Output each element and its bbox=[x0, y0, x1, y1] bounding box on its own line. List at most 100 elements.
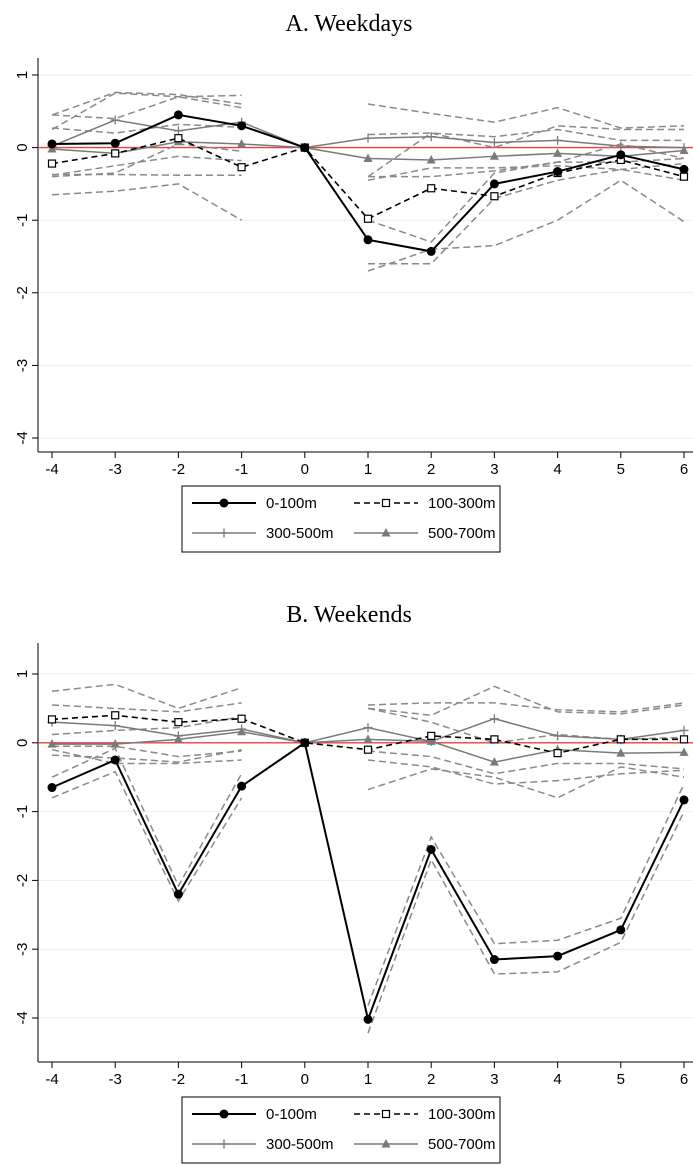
data-point bbox=[363, 153, 373, 162]
confidence-band-line bbox=[51, 702, 242, 713]
data-point bbox=[363, 1014, 373, 1024]
data-point bbox=[110, 755, 120, 765]
x-tick-label: -4 bbox=[45, 461, 58, 478]
legend-label: 0-100m bbox=[266, 1106, 317, 1123]
confidence-band-line bbox=[51, 748, 242, 765]
data-point bbox=[426, 132, 436, 142]
data-point bbox=[173, 731, 183, 741]
y-tick-label: -4 bbox=[14, 431, 31, 444]
x-tick-label: 3 bbox=[490, 1071, 498, 1088]
legend-swatch-marker bbox=[219, 528, 229, 538]
x-tick-label: 4 bbox=[553, 1071, 561, 1088]
data-point bbox=[111, 711, 120, 720]
data-point bbox=[237, 138, 247, 148]
confidence-band-line bbox=[51, 143, 242, 178]
legend-swatch-marker bbox=[381, 528, 391, 537]
data-point bbox=[363, 723, 373, 733]
data-point bbox=[47, 783, 57, 793]
confidence-band-line bbox=[367, 685, 685, 717]
confidence-band-line bbox=[367, 759, 685, 785]
y-tick-label: 1 bbox=[14, 71, 31, 79]
legend-swatch-marker bbox=[219, 1139, 229, 1149]
y-tick-label: -3 bbox=[14, 359, 31, 372]
data-point bbox=[363, 734, 373, 743]
series-line bbox=[51, 137, 685, 220]
legend-swatch-marker bbox=[381, 1109, 391, 1119]
data-point bbox=[489, 138, 499, 148]
data-point bbox=[300, 143, 310, 153]
x-tick-label: -2 bbox=[172, 1071, 185, 1088]
data-point bbox=[173, 110, 183, 120]
confidence-band-line bbox=[367, 783, 685, 1006]
confidence-band-line bbox=[367, 128, 684, 142]
legend-box bbox=[181, 1096, 501, 1164]
data-point bbox=[427, 184, 436, 193]
data-point bbox=[553, 749, 562, 758]
y-tick-label: -2 bbox=[14, 286, 31, 299]
data-point bbox=[47, 715, 57, 724]
confidence-band-line bbox=[52, 745, 242, 758]
data-point bbox=[426, 154, 436, 164]
data-point bbox=[616, 150, 626, 160]
y-tick-label: 0 bbox=[14, 739, 31, 747]
data-point bbox=[47, 139, 57, 149]
series-line bbox=[51, 741, 685, 1023]
data-point bbox=[679, 795, 689, 805]
legend-swatch-marker bbox=[381, 498, 391, 508]
x-tick-label: 2 bbox=[427, 1071, 435, 1088]
plot-area: 1 0 -1 -2 -3 -4 -4 -3 -2 -1 0 1 2 3 4 5 6 bbox=[14, 58, 693, 478]
data-point bbox=[490, 735, 499, 744]
confidence-band-line bbox=[51, 715, 242, 736]
data-point bbox=[616, 735, 625, 744]
confidence-band-line bbox=[51, 183, 242, 221]
data-point bbox=[489, 714, 499, 724]
data-point bbox=[300, 738, 310, 748]
x-tick-label: -1 bbox=[235, 461, 248, 478]
confidence-band-line bbox=[51, 91, 242, 116]
data-point bbox=[111, 149, 120, 158]
confidence-band-line bbox=[367, 750, 685, 775]
legend-label: 300-500m bbox=[266, 525, 334, 542]
x-tick-label: -1 bbox=[235, 1071, 248, 1088]
data-point bbox=[489, 179, 499, 189]
data-point bbox=[679, 725, 689, 735]
panel-b-weekends-chart: B. Weekends 1 0 -1 -2 -3 -4 -4 -3 -2 -1 0 1 2 3 4 5 6 0-… bbox=[14, 602, 693, 1164]
data-point bbox=[47, 159, 57, 168]
data-point bbox=[553, 148, 563, 157]
confidence-band-line bbox=[367, 707, 685, 744]
data-point bbox=[110, 739, 120, 748]
x-tick-label: 1 bbox=[364, 1071, 372, 1088]
chart-title: B. Weekends bbox=[286, 602, 412, 628]
x-tick-label: 6 bbox=[680, 461, 688, 478]
confidence-band-line bbox=[367, 702, 685, 713]
x-tick-label: -2 bbox=[172, 461, 185, 478]
x-tick-label: 6 bbox=[680, 1071, 688, 1088]
data-point bbox=[237, 724, 247, 734]
data-point bbox=[237, 163, 246, 172]
data-point bbox=[426, 246, 436, 256]
x-tick-label: 5 bbox=[617, 1071, 625, 1088]
legend-label: 500-700m bbox=[428, 1136, 496, 1153]
data-point bbox=[174, 134, 183, 143]
legend-label: 100-300m bbox=[428, 495, 496, 512]
x-tick-label: -4 bbox=[45, 1071, 58, 1088]
data-point bbox=[237, 781, 247, 791]
x-tick-label: 4 bbox=[553, 461, 561, 478]
y-tick-label: 1 bbox=[14, 670, 31, 678]
data-point bbox=[47, 739, 57, 748]
y-tick-label: -1 bbox=[14, 214, 31, 227]
confidence-band-line bbox=[52, 173, 242, 176]
data-point bbox=[616, 748, 626, 757]
confidence-band-line bbox=[51, 747, 243, 888]
confidence-band-line bbox=[368, 168, 685, 265]
confidence-band-line bbox=[51, 155, 242, 176]
data-point bbox=[173, 126, 183, 136]
data-point bbox=[553, 135, 563, 145]
data-point bbox=[616, 141, 626, 151]
data-point bbox=[173, 889, 183, 899]
confidence-band-line bbox=[367, 162, 685, 182]
confidence-band-line bbox=[51, 92, 242, 131]
x-tick-label: -3 bbox=[109, 1071, 122, 1088]
legend: 0-100m 100-300m 300-500m 500-700m bbox=[181, 1096, 501, 1164]
y-tick-label: -4 bbox=[14, 1011, 31, 1024]
